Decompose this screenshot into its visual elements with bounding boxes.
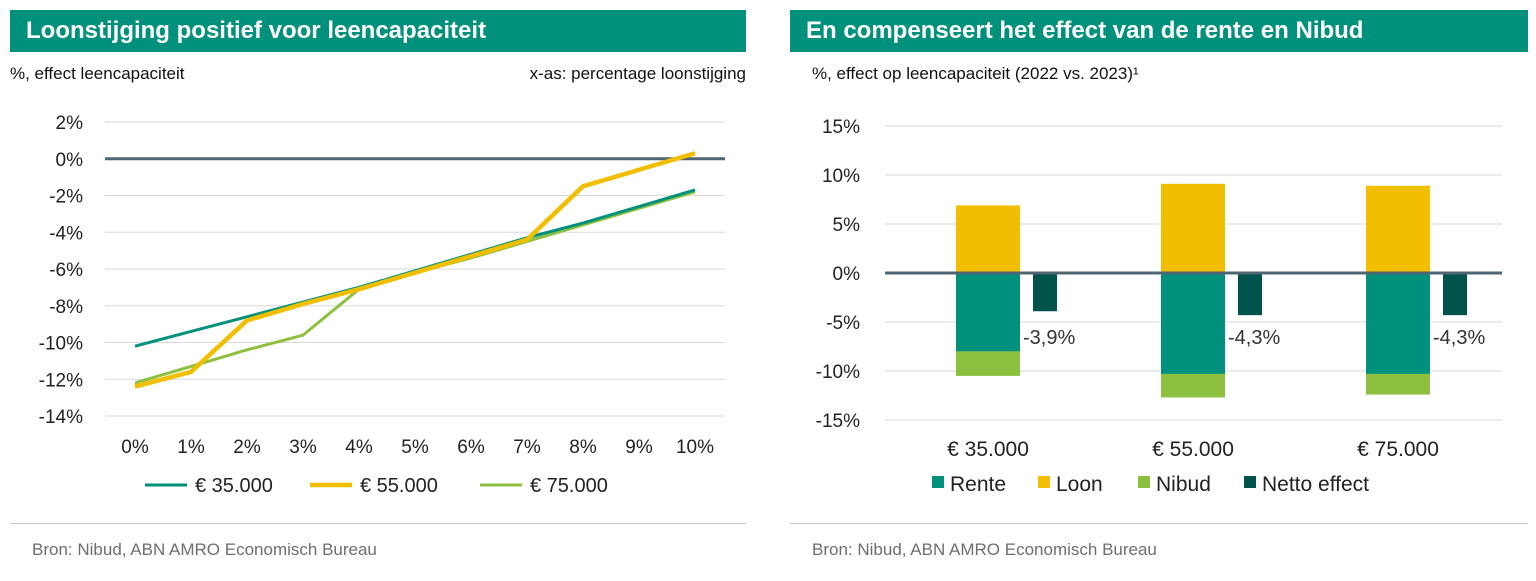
y-tick-label: 2% xyxy=(56,113,84,134)
netto-data-label: -4,3% xyxy=(1228,327,1280,349)
x-category-label: € 75.000 xyxy=(1357,438,1439,461)
bar-nibud xyxy=(956,351,1020,376)
bar-nibud xyxy=(1161,373,1225,398)
left-x-axis-note: x-as: percentage loonstijging xyxy=(529,64,746,83)
y-tick-label: -2% xyxy=(49,187,83,208)
x-tick-label: 3% xyxy=(289,437,317,458)
left-source: Bron: Nibud, ABN AMRO Economisch Bureau xyxy=(32,540,377,559)
y-tick-label: -10% xyxy=(816,362,860,383)
legend-label: Netto effect xyxy=(1262,473,1369,496)
y-tick-label: 10% xyxy=(822,166,860,187)
legend-label: Loon xyxy=(1056,473,1103,496)
legend-swatch xyxy=(932,476,944,488)
y-tick-label: 0% xyxy=(56,150,84,171)
y-tick-label: -5% xyxy=(826,313,860,334)
bar-rente xyxy=(1366,273,1430,374)
y-tick-label: -4% xyxy=(49,223,83,244)
x-tick-label: 7% xyxy=(513,437,541,458)
x-tick-label: 6% xyxy=(457,437,485,458)
right-y-axis-unit: %, effect op leencapaciteit (2022 vs. 20… xyxy=(812,64,1139,83)
x-tick-label: 9% xyxy=(625,437,653,458)
legend-label: € 55.000 xyxy=(360,475,438,497)
y-tick-label: 0% xyxy=(833,264,861,285)
left-chart-panel: Loonstijging positief voor leencapacitei… xyxy=(10,0,746,581)
x-category-label: € 55.000 xyxy=(1152,438,1234,461)
bar-netto xyxy=(1443,273,1467,316)
x-tick-label: 4% xyxy=(345,437,373,458)
legend-swatch xyxy=(1138,476,1150,488)
y-tick-label: -14% xyxy=(39,407,83,428)
left-y-axis-unit: %, effect leencapaciteit xyxy=(10,64,185,83)
bar-nibud xyxy=(1366,373,1430,395)
netto-data-label: -4,3% xyxy=(1433,327,1485,349)
y-tick-label: -6% xyxy=(49,260,83,281)
right-source: Bron: Nibud, ABN AMRO Economisch Bureau xyxy=(812,540,1157,559)
legend-swatch xyxy=(1244,476,1256,488)
left-chart-title: Loonstijging positief voor leencapacitei… xyxy=(10,10,746,52)
bar-loon xyxy=(1366,185,1430,273)
x-tick-label: 5% xyxy=(401,437,429,458)
x-tick-label: 2% xyxy=(233,437,261,458)
series-line xyxy=(134,188,696,348)
netto-data-label: -3,9% xyxy=(1023,327,1075,349)
legend-label: Nibud xyxy=(1156,473,1211,496)
series-line xyxy=(134,190,696,385)
x-tick-label: 8% xyxy=(569,437,597,458)
y-tick-label: -8% xyxy=(49,297,83,318)
right-chart-panel: En compenseert het effect van de rente e… xyxy=(790,0,1528,581)
y-tick-label: 5% xyxy=(833,215,861,236)
y-tick-label: -12% xyxy=(39,370,83,391)
x-tick-label: 0% xyxy=(121,437,149,458)
x-tick-label: 1% xyxy=(177,437,205,458)
y-tick-label: -10% xyxy=(39,334,83,355)
x-tick-label: 10% xyxy=(676,437,714,458)
legend-label: € 75.000 xyxy=(530,475,608,497)
legend-swatch xyxy=(1038,476,1050,488)
bar-loon xyxy=(1161,183,1225,273)
y-tick-label: -15% xyxy=(816,411,860,432)
bar-rente xyxy=(956,273,1020,352)
bar-loon xyxy=(956,205,1020,273)
y-tick-label: 15% xyxy=(822,117,860,138)
bar-rente xyxy=(1161,273,1225,374)
bar-netto xyxy=(1033,273,1057,312)
right-divider xyxy=(790,523,1528,524)
bar-netto xyxy=(1238,273,1262,316)
x-category-label: € 35.000 xyxy=(947,438,1029,461)
right-chart-title: En compenseert het effect van de rente e… xyxy=(790,10,1528,52)
bar-chart: 15% 10% 5% 0% -5% -10% -15% -3,9% € 35.000 -4,3% €… xyxy=(816,117,1502,496)
legend-label: € 35.000 xyxy=(195,475,273,497)
left-divider xyxy=(10,523,746,524)
legend-label: Rente xyxy=(950,473,1006,496)
series-line xyxy=(134,151,696,389)
line-chart: 2% 0% -2% -4% -6% -8% -10% -12% -14% 0% 1% 2% 3% 4% 5%… xyxy=(39,113,725,497)
